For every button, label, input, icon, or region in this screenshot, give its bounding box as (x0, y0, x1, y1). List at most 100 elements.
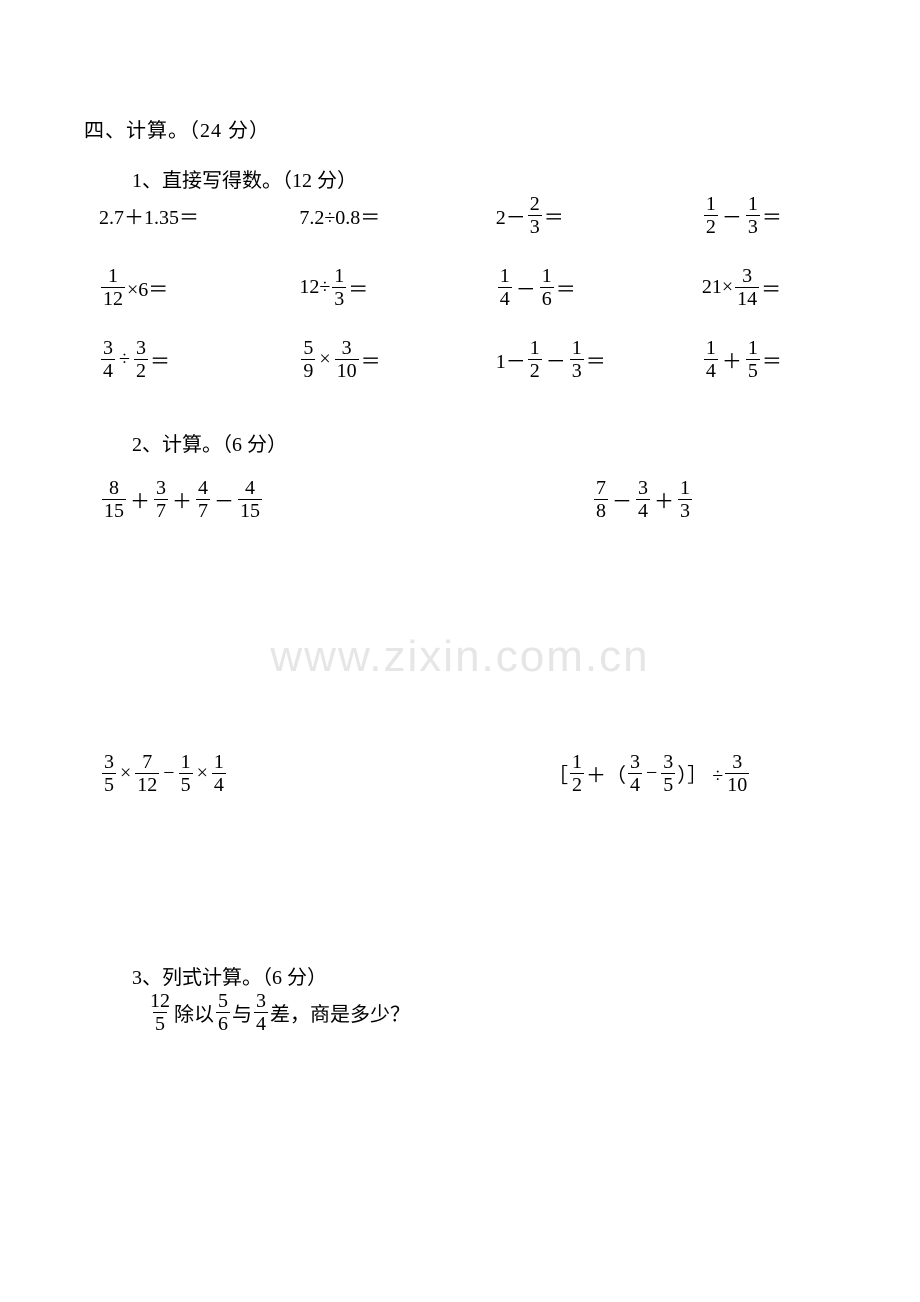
fraction: 3 4 (101, 338, 115, 381)
text: 与 (232, 998, 252, 1027)
section-title: 四、计算。（24 分） (84, 114, 270, 143)
numerator: 4 (243, 478, 257, 499)
expr-r2c1: 1 12 ×6＝ (99, 266, 299, 308)
text: 除以 (174, 998, 214, 1027)
operator: － (516, 273, 536, 302)
denominator: 10 (335, 359, 359, 381)
text: ×6＝ (127, 273, 168, 302)
fraction: 1 3 (570, 338, 584, 381)
numerator: 3 (254, 991, 268, 1012)
numerator: 1 (746, 338, 760, 359)
expr-r3c2: 5 9 × 3 10 ＝ (299, 338, 495, 380)
denominator: 7 (154, 499, 168, 521)
bracket-close: ）］ ÷ (677, 759, 723, 788)
equals: ＝ (348, 273, 368, 302)
subsection-2-title: 2、计算。（6 分） (132, 428, 287, 457)
expr-p2-1: 8 15 ＋ 3 7 ＋ 4 7 － 4 15 (100, 478, 264, 521)
subsection-1-title: 1、直接写得数。（12 分） (132, 164, 357, 193)
fraction: 1 4 (704, 338, 718, 381)
fraction: 8 15 (102, 478, 126, 521)
denominator: 4 (212, 773, 226, 795)
denominator: 15 (238, 499, 262, 521)
equals: ＝ (150, 345, 170, 374)
fraction: 5 6 (216, 991, 230, 1034)
fraction: 4 15 (238, 478, 262, 521)
numerator: 1 (332, 266, 346, 287)
expr-r1c1: 2.7＋1.35＝ (99, 194, 299, 236)
denominator: 3 (570, 359, 584, 381)
numerator: 3 (134, 338, 148, 359)
equals: ＝ (361, 345, 381, 374)
denominator: 3 (332, 287, 346, 309)
denominator: 4 (636, 499, 650, 521)
denominator: 2 (134, 359, 148, 381)
fraction: 12 5 (148, 991, 172, 1034)
denominator: 4 (704, 359, 718, 381)
numerator: 3 (102, 752, 116, 773)
numerator: 8 (107, 478, 121, 499)
fraction: 3 4 (628, 752, 642, 795)
fraction: 1 5 (746, 338, 760, 381)
fraction: 1 12 (101, 266, 125, 309)
expr-r1c4: 1 2 － 1 3 ＝ (702, 194, 859, 236)
fraction: 3 14 (735, 266, 759, 309)
denominator: 2 (528, 359, 542, 381)
numerator: 1 (498, 266, 512, 287)
fraction: 3 10 (725, 752, 749, 795)
expr-p2-2: 7 8 － 3 4 ＋ 1 3 (592, 478, 694, 521)
denominator: 4 (498, 287, 512, 309)
text: 12÷ (299, 276, 330, 299)
watermark-text: www.zixin.com.cn (0, 632, 920, 682)
numerator: 12 (148, 991, 172, 1012)
numerator: 1 (746, 194, 760, 215)
operator: × (120, 762, 131, 785)
fraction: 7 12 (135, 752, 159, 795)
fraction: 1 2 (570, 752, 584, 795)
grid-row: 1 12 ×6＝ 12÷ 1 3 ＝ 1 4 － 1 (99, 266, 859, 308)
denominator: 5 (102, 773, 116, 795)
denominator: 14 (735, 287, 759, 309)
fraction: 1 3 (332, 266, 346, 309)
denominator: 2 (704, 215, 718, 237)
fraction: 3 2 (134, 338, 148, 381)
numerator: 3 (730, 752, 744, 773)
operator: − (646, 762, 657, 785)
denominator: 3 (746, 215, 760, 237)
operator: ＋ (130, 485, 150, 514)
equals: ＝ (556, 273, 576, 302)
numerator: 1 (570, 752, 584, 773)
expr-r2c3: 1 4 － 1 6 ＝ (496, 266, 702, 308)
operator: － (546, 345, 566, 374)
numerator: 3 (661, 752, 675, 773)
denominator: 5 (179, 773, 193, 795)
numerator: 4 (196, 478, 210, 499)
denominator: 6 (540, 287, 554, 309)
numerator: 1 (704, 338, 718, 359)
fraction: 2 3 (528, 194, 542, 237)
fraction: 1 4 (498, 266, 512, 309)
expr-p2-3: 3 5 × 7 12 − 1 5 × 1 4 (100, 752, 228, 795)
expr-p3-question: 12 5 除以 5 6 与 3 4 差，商是多少？ (146, 991, 410, 1034)
operator: － (722, 201, 742, 230)
denominator: 8 (594, 499, 608, 521)
grid-row: 2.7＋1.35＝ 7.2÷0.8＝ 2－ 2 3 ＝ 1 2 － (99, 194, 859, 236)
numerator: 3 (636, 478, 650, 499)
fraction: 1 6 (540, 266, 554, 309)
numerator: 3 (740, 266, 754, 287)
text: 差，商是多少？ (270, 998, 410, 1027)
denominator: 10 (725, 773, 749, 795)
fraction: 1 5 (179, 752, 193, 795)
fraction: 4 7 (196, 478, 210, 521)
quick-calc-grid: 2.7＋1.35＝ 7.2÷0.8＝ 2－ 2 3 ＝ 1 2 － (99, 194, 859, 410)
fraction: 3 5 (661, 752, 675, 795)
denominator: 4 (101, 359, 115, 381)
expr-r3c1: 3 4 ÷ 3 2 ＝ (99, 338, 299, 380)
equals: ＝ (544, 201, 564, 230)
fraction: 1 3 (678, 478, 692, 521)
text: 7.2÷0.8＝ (299, 201, 380, 230)
expr-r3c3: 1－ 1 2 － 1 3 ＝ (496, 338, 702, 380)
fraction: 3 5 (102, 752, 116, 795)
numerator: 1 (678, 478, 692, 499)
denominator: 4 (254, 1012, 268, 1034)
numerator: 3 (628, 752, 642, 773)
